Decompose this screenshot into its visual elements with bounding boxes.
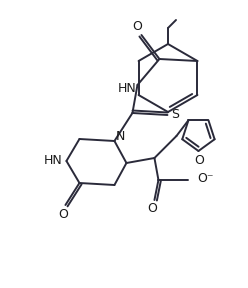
Text: HN: HN: [44, 154, 63, 168]
Text: O: O: [194, 154, 204, 166]
Text: O: O: [132, 20, 142, 33]
Text: HN: HN: [118, 82, 137, 96]
Text: O: O: [59, 207, 68, 221]
Text: N: N: [116, 130, 125, 143]
Text: O⁻: O⁻: [197, 173, 214, 185]
Text: S: S: [171, 107, 180, 120]
Text: O: O: [148, 202, 157, 215]
